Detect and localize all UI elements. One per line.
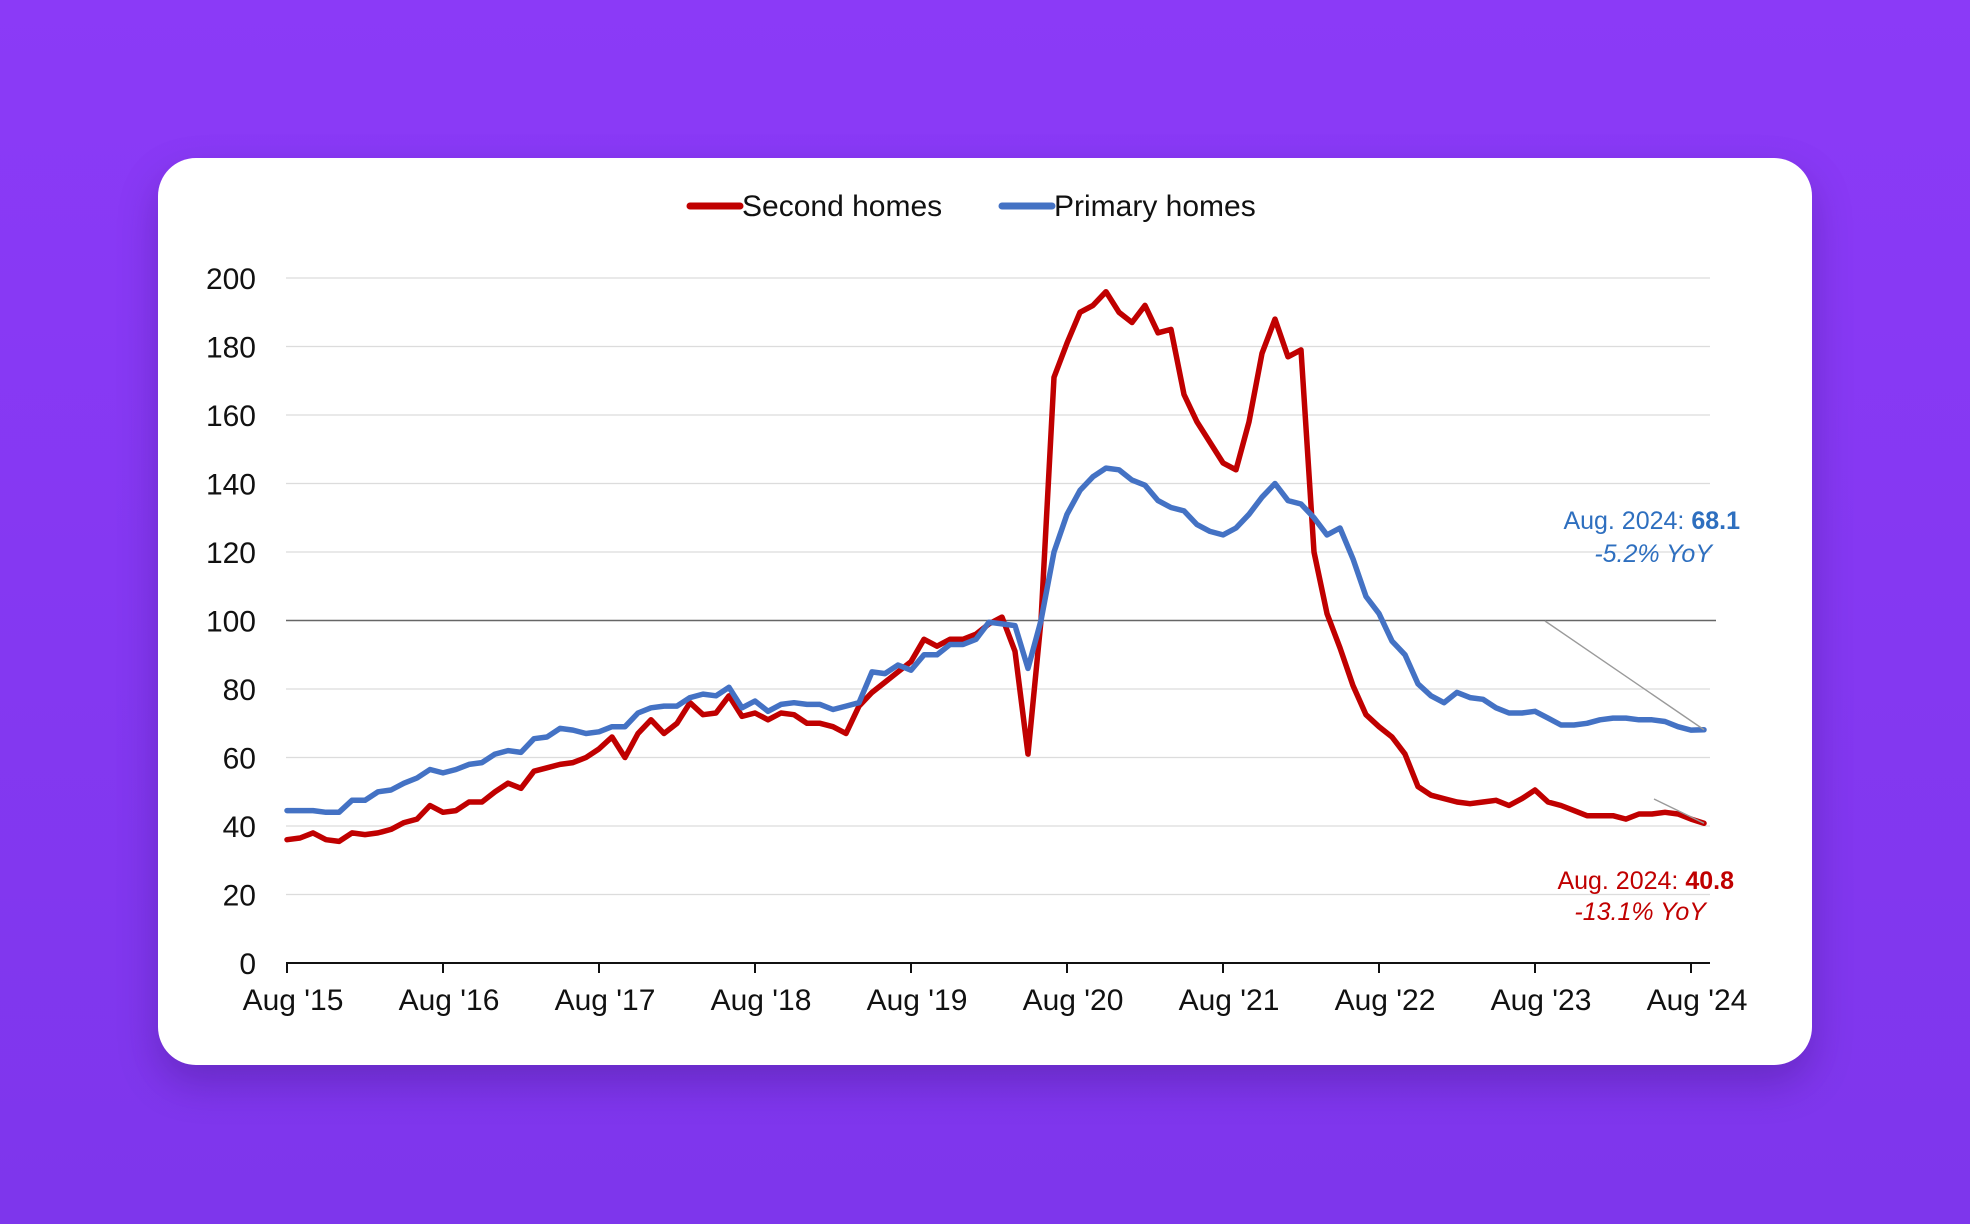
annotation-change: -13.1% YoY <box>1574 898 1708 926</box>
line-chart: Second homes Primary homes 0 20 40 60 80 100 12… <box>206 190 1747 1017</box>
x-tick-label: Aug '17 <box>555 984 656 1017</box>
series-lines <box>284 288 1707 845</box>
y-tick-label: 80 <box>223 674 256 707</box>
y-tick-label: 60 <box>223 743 256 776</box>
annotation-value: Aug. 2024: 68.1 <box>1563 507 1740 535</box>
legend-label: Second homes <box>742 190 942 223</box>
x-tick-label: Aug '24 <box>1647 984 1748 1017</box>
axes: 0 20 40 60 80 100 120 140 160 180 200 Aug '15 Aug '1… <box>206 263 1747 1017</box>
annotation-value: Aug. 2024: 40.8 <box>1557 867 1734 895</box>
y-tick-label: 140 <box>206 469 256 502</box>
y-tick-label: 0 <box>239 948 256 981</box>
y-tick-label: 160 <box>206 400 256 433</box>
y-tick-label: 200 <box>206 263 256 296</box>
y-tick-label: 20 <box>223 880 256 913</box>
x-tick-label: Aug '16 <box>399 984 500 1017</box>
annotation-leader-line <box>1653 798 1705 824</box>
legend-label: Primary homes <box>1054 190 1256 223</box>
legend: Second homes Primary homes <box>686 190 1256 223</box>
x-tick-label: Aug '15 <box>243 984 344 1017</box>
annotations: Aug. 2024: 68.1 -5.2% YoY Aug. 2024: 40.8 -… <box>1544 507 1740 926</box>
x-tick-label: Aug '22 <box>1335 984 1436 1017</box>
y-tick-label: 40 <box>223 811 256 844</box>
annotation-leader-line <box>1544 620 1705 731</box>
chart-card: Second homes Primary homes 0 20 40 60 80 100 12… <box>158 158 1812 1065</box>
x-tick-label: Aug '23 <box>1491 984 1592 1017</box>
series-line-second-homes <box>284 288 1707 845</box>
y-tick-label: 180 <box>206 332 256 365</box>
y-tick-label: 100 <box>206 606 256 639</box>
x-tick-label: Aug '21 <box>1179 984 1280 1017</box>
gridlines <box>286 277 1716 896</box>
y-tick-label: 120 <box>206 537 256 570</box>
series-line-primary-homes <box>284 465 1707 816</box>
x-tick-label: Aug '18 <box>711 984 812 1017</box>
annotation-change: -5.2% YoY <box>1594 540 1714 568</box>
x-tick-label: Aug '19 <box>867 984 968 1017</box>
x-tick-label: Aug '20 <box>1023 984 1124 1017</box>
